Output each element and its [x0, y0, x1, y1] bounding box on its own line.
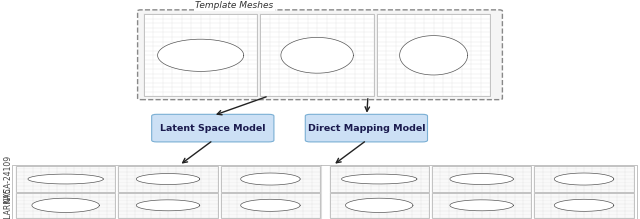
FancyBboxPatch shape	[144, 14, 257, 96]
Polygon shape	[241, 199, 300, 211]
FancyBboxPatch shape	[221, 166, 320, 192]
FancyBboxPatch shape	[260, 14, 374, 96]
Polygon shape	[136, 200, 200, 211]
Polygon shape	[346, 198, 413, 212]
Polygon shape	[136, 173, 200, 185]
Text: Latent Space Model: Latent Space Model	[160, 124, 266, 133]
FancyBboxPatch shape	[118, 166, 218, 192]
FancyBboxPatch shape	[330, 193, 429, 218]
Polygon shape	[342, 174, 417, 184]
Polygon shape	[28, 174, 103, 184]
FancyBboxPatch shape	[16, 193, 115, 218]
Polygon shape	[157, 39, 244, 71]
Text: Direct Mapping Model: Direct Mapping Model	[308, 124, 425, 133]
Text: NACA-24109: NACA-24109	[3, 155, 12, 203]
Polygon shape	[450, 173, 513, 185]
FancyBboxPatch shape	[432, 193, 531, 218]
Polygon shape	[450, 200, 513, 211]
Polygon shape	[554, 173, 614, 185]
FancyBboxPatch shape	[16, 166, 115, 192]
Polygon shape	[32, 198, 99, 212]
Polygon shape	[241, 173, 300, 185]
Polygon shape	[281, 37, 353, 73]
FancyBboxPatch shape	[152, 114, 274, 142]
Polygon shape	[399, 36, 468, 75]
Polygon shape	[554, 199, 614, 211]
Text: CLARK-Y5: CLARK-Y5	[3, 187, 12, 219]
FancyBboxPatch shape	[330, 166, 429, 192]
Text: Template Meshes: Template Meshes	[195, 1, 273, 10]
FancyBboxPatch shape	[377, 14, 490, 96]
FancyBboxPatch shape	[138, 10, 502, 100]
FancyBboxPatch shape	[432, 166, 531, 192]
FancyBboxPatch shape	[118, 193, 218, 218]
FancyBboxPatch shape	[221, 193, 320, 218]
FancyBboxPatch shape	[534, 166, 634, 192]
FancyBboxPatch shape	[305, 114, 428, 142]
FancyBboxPatch shape	[534, 193, 634, 218]
